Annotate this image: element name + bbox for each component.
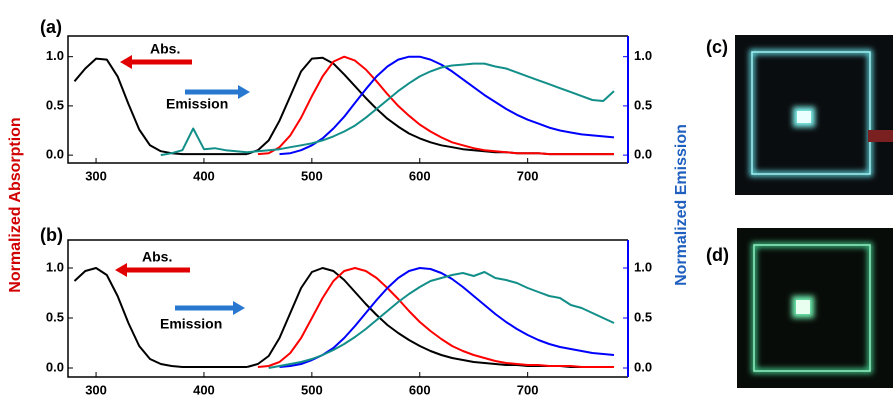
spectrum-line xyxy=(73,57,248,156)
annotation: Emission xyxy=(160,316,222,332)
y2-tick-label: 0.5 xyxy=(634,97,652,112)
y-tick-label: 0.0 xyxy=(46,147,64,162)
spectrum-line xyxy=(279,55,615,156)
x-tick-label: 400 xyxy=(193,168,215,183)
spectrum-line xyxy=(257,267,614,368)
y2-axis-label: Normalized Emission xyxy=(673,124,690,286)
x-tick-label: 300 xyxy=(85,382,107,397)
y-axis-label: Normalized Absorption xyxy=(7,117,24,292)
y-tick-label: 0.5 xyxy=(46,309,64,324)
annotation: Abs. xyxy=(142,249,172,265)
x-tick-label: 400 xyxy=(193,382,215,397)
arrow-head xyxy=(120,55,132,69)
y-tick-label: 1.0 xyxy=(46,259,64,274)
panel-label: (a) xyxy=(40,17,62,37)
spectrum-line xyxy=(268,271,615,369)
x-tick-label: 300 xyxy=(85,168,107,183)
arrow-head xyxy=(233,301,245,315)
photo-label: (c) xyxy=(706,37,728,57)
y-tick-label: 1.0 xyxy=(46,48,64,63)
axis-frame xyxy=(67,35,628,164)
panel-label: (b) xyxy=(40,225,63,245)
annotation: Abs. xyxy=(150,41,180,57)
x-tick-label: 500 xyxy=(301,168,323,183)
y2-tick-label: 1.0 xyxy=(634,48,652,63)
x-tick-label: 700 xyxy=(517,168,539,183)
x-tick-label: 700 xyxy=(517,382,539,397)
arrow-head xyxy=(115,263,127,277)
y2-tick-label: 0.5 xyxy=(634,309,652,324)
x-tick-label: 600 xyxy=(409,382,431,397)
spectrum-line xyxy=(257,55,614,156)
y-tick-label: 0.0 xyxy=(46,359,64,374)
x-tick-label: 600 xyxy=(409,168,431,183)
photo xyxy=(737,228,893,388)
spectrum-line xyxy=(160,62,615,157)
y2-tick-label: 0.0 xyxy=(634,147,652,162)
y-tick-label: 0.5 xyxy=(46,97,64,112)
photo xyxy=(735,35,893,195)
y2-tick-label: 0.0 xyxy=(634,359,652,374)
spectrum-line xyxy=(246,267,614,368)
axis-frame xyxy=(67,239,628,378)
spectrum-line xyxy=(73,267,248,368)
y2-tick-label: 1.0 xyxy=(634,259,652,274)
x-tick-label: 500 xyxy=(301,382,323,397)
photo-label: (d) xyxy=(706,245,729,265)
annotation: Emission xyxy=(166,96,228,112)
arrow-head xyxy=(238,85,250,99)
